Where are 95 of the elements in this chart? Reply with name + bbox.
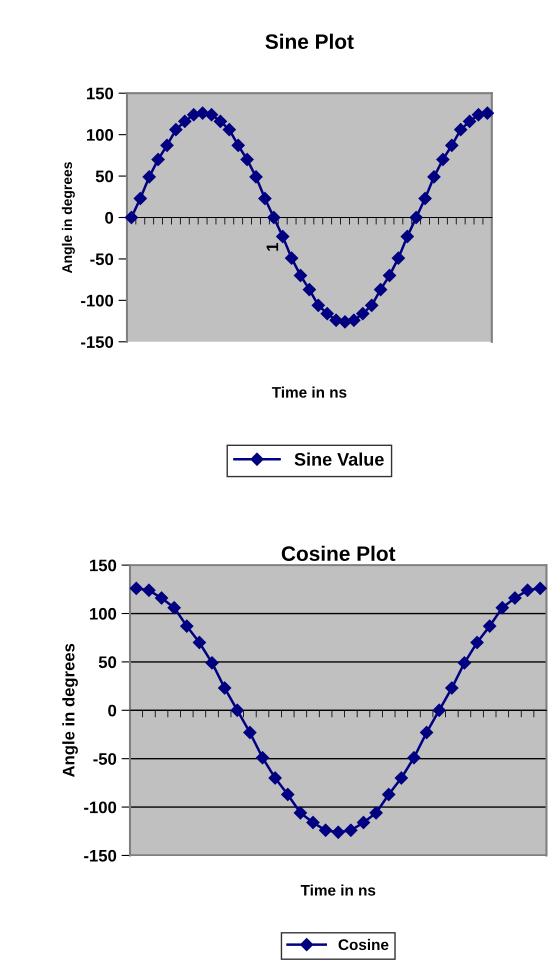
point (142, 584, 156, 597)
y-axis-title: Angle in degrees (62, 644, 78, 778)
point (496, 601, 509, 614)
x-axis-title: Time in ns (300, 884, 376, 896)
point (508, 591, 522, 605)
y-tick-label: -150 (81, 336, 114, 348)
point (268, 771, 282, 785)
point (382, 268, 396, 282)
point (222, 123, 236, 136)
y-tick-label: 100 (87, 129, 114, 141)
point (472, 108, 486, 122)
point (407, 751, 421, 764)
x-axis-title: Time in ns (272, 386, 346, 398)
point (134, 192, 147, 206)
point (214, 114, 227, 128)
point (204, 108, 218, 122)
y-tick-label: -50 (90, 253, 114, 266)
point (394, 771, 408, 785)
point (180, 620, 194, 633)
point (240, 152, 254, 166)
point (392, 252, 405, 265)
point (196, 106, 210, 120)
point (302, 283, 316, 296)
legend-label: Sine Value (294, 452, 384, 466)
point (432, 704, 446, 717)
point (178, 114, 192, 128)
y-tick-label: -50 (93, 753, 116, 765)
point (445, 681, 458, 695)
point (400, 230, 414, 244)
point (243, 726, 256, 740)
point (370, 806, 383, 820)
point (534, 582, 547, 595)
point (142, 170, 156, 184)
point (347, 314, 360, 327)
chart-title: Cosine Plot (282, 546, 396, 562)
point (356, 307, 370, 320)
point (152, 152, 165, 166)
y-tick-label: 50 (96, 170, 114, 182)
point (454, 123, 468, 136)
point (520, 584, 534, 597)
point (205, 656, 219, 670)
point (306, 816, 320, 830)
point (420, 726, 434, 740)
point (332, 826, 345, 839)
y-tick-label: -100 (84, 801, 116, 814)
y-tick-label: 150 (90, 560, 116, 572)
point (192, 636, 206, 650)
point (267, 210, 280, 224)
point (218, 681, 232, 695)
point (294, 268, 308, 282)
point (169, 123, 182, 136)
y-tick-label: -150 (84, 850, 116, 862)
point (258, 192, 272, 206)
point (285, 252, 298, 265)
y-tick-label: -100 (81, 294, 114, 307)
point (410, 210, 423, 224)
point (276, 230, 290, 244)
point (436, 152, 450, 166)
point (480, 106, 494, 120)
point (458, 656, 472, 670)
y-tick-label: 50 (98, 656, 116, 668)
point (365, 298, 378, 312)
point (483, 620, 496, 633)
y-tick-label: 0 (105, 212, 114, 224)
x-tick-label: 1 (266, 242, 278, 251)
point (232, 138, 245, 152)
chart-title: Sine Plot (265, 34, 354, 49)
point (374, 283, 388, 296)
point (445, 138, 458, 152)
y-tick-label: 150 (87, 88, 114, 100)
y-tick-label: 0 (108, 704, 116, 716)
point (312, 298, 325, 312)
point (319, 824, 332, 837)
point (344, 824, 358, 837)
point (160, 138, 174, 152)
point (330, 314, 343, 327)
y-tick-label: 100 (90, 608, 116, 620)
y-axis-title: Angle in degrees (62, 162, 75, 274)
point (124, 210, 138, 224)
legend-label: Cosine (338, 938, 388, 950)
point (256, 751, 270, 764)
point (294, 806, 307, 820)
point (356, 816, 370, 830)
point (382, 788, 396, 802)
point (249, 170, 263, 184)
point (427, 170, 441, 184)
point (281, 788, 294, 802)
point (470, 636, 484, 650)
point (130, 582, 143, 595)
point (230, 704, 244, 717)
point (418, 192, 432, 206)
point (320, 307, 334, 320)
point (168, 601, 181, 614)
point (154, 591, 168, 605)
point (462, 114, 476, 128)
